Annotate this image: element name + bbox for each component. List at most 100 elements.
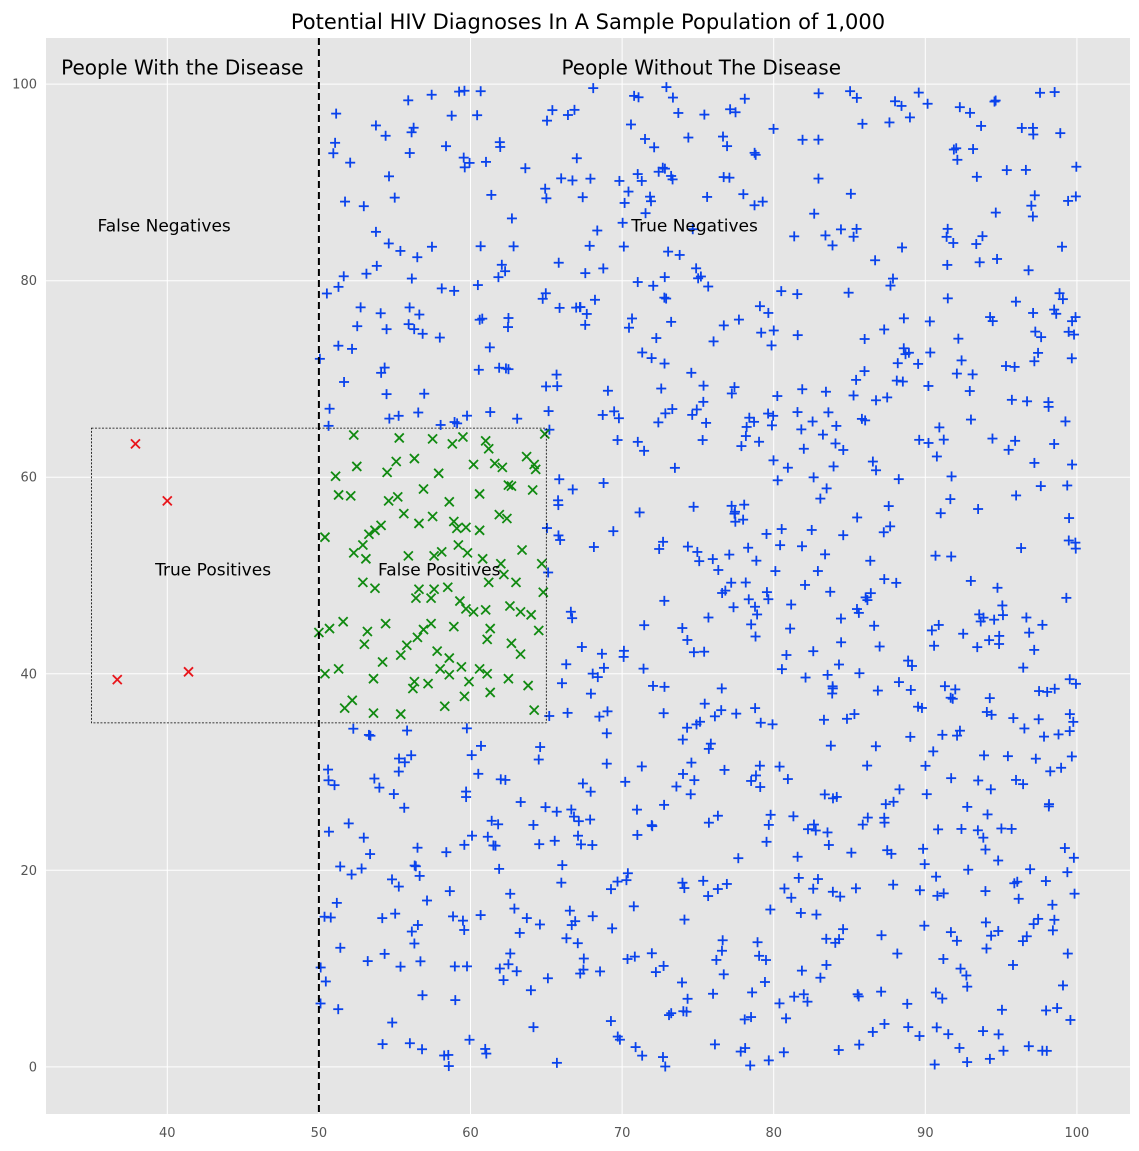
data-point-plus xyxy=(553,530,564,541)
data-point-false-positive xyxy=(432,646,443,657)
data-point-false-positive xyxy=(510,577,522,588)
data-point-plus xyxy=(865,588,876,599)
data-point-plus xyxy=(750,601,761,612)
data-point-plus xyxy=(1062,867,1073,878)
data-point-plus xyxy=(1047,899,1058,910)
data-point-plus xyxy=(1063,535,1074,546)
data-point-plus xyxy=(601,728,612,739)
data-point-plus xyxy=(1007,959,1018,970)
annotation-people-without: People Without The Disease xyxy=(561,55,841,79)
data-point-plus xyxy=(770,566,781,577)
data-point-plus xyxy=(785,623,796,634)
data-point-false-positive xyxy=(539,428,550,440)
data-point-plus xyxy=(480,1043,491,1054)
data-point-plus xyxy=(768,410,779,421)
data-point-plus xyxy=(686,757,697,768)
data-point-plus xyxy=(941,231,952,242)
data-point-false-positive xyxy=(436,546,447,558)
data-point-false-positive xyxy=(448,621,459,632)
data-point-plus xyxy=(636,761,647,772)
data-point-plus xyxy=(686,367,697,378)
data-point-plus xyxy=(417,328,428,339)
data-point-plus xyxy=(1030,326,1041,337)
data-point-false-positive xyxy=(413,518,425,529)
data-point-false-positive xyxy=(383,495,394,506)
data-point-plus xyxy=(924,316,935,327)
data-point-plus xyxy=(933,824,944,835)
data-point-plus xyxy=(946,471,957,482)
data-point-plus xyxy=(1064,674,1075,685)
data-point-plus xyxy=(434,332,445,343)
data-point-plus xyxy=(815,493,826,504)
data-point-plus xyxy=(554,302,565,313)
data-point-plus xyxy=(867,456,878,467)
data-point-plus xyxy=(399,757,410,768)
data-point-plus xyxy=(682,722,693,733)
data-point-plus xyxy=(750,770,761,781)
data-point-plus xyxy=(637,347,648,358)
data-point-plus xyxy=(919,859,930,870)
data-point-plus xyxy=(831,420,842,431)
data-point-plus xyxy=(653,166,664,177)
data-point-plus xyxy=(1049,683,1060,694)
data-point-plus xyxy=(733,853,744,864)
data-point-plus xyxy=(1023,265,1034,276)
data-point-plus xyxy=(466,750,477,761)
data-point-plus xyxy=(808,646,819,657)
data-point-plus xyxy=(542,115,553,126)
data-point-plus xyxy=(726,577,737,588)
data-point-plus xyxy=(845,86,856,97)
data-point-plus xyxy=(760,955,771,966)
data-point-plus xyxy=(905,684,916,695)
data-point-plus xyxy=(640,208,651,219)
data-point-plus xyxy=(862,595,873,606)
data-point-plus xyxy=(800,579,811,590)
data-point-plus xyxy=(347,343,358,354)
data-point-plus xyxy=(942,223,953,234)
data-point-plus xyxy=(333,281,344,292)
data-point-plus xyxy=(717,587,728,598)
data-point-plus xyxy=(646,948,657,959)
data-point-plus xyxy=(903,347,914,358)
data-point-plus xyxy=(906,660,917,671)
data-point-plus xyxy=(374,782,385,793)
data-point-plus xyxy=(623,322,634,333)
data-point-plus xyxy=(926,625,937,636)
y-tick-label: 40 xyxy=(20,667,37,682)
data-point-plus xyxy=(862,760,873,771)
data-point-plus xyxy=(1034,686,1045,697)
annotation-false-positives: False Positives xyxy=(378,561,501,581)
data-point-plus xyxy=(776,664,787,675)
data-point-plus xyxy=(1020,164,1031,175)
data-point-plus xyxy=(745,1060,756,1071)
data-point-plus xyxy=(945,692,956,703)
data-point-plus xyxy=(339,376,350,387)
data-point-plus xyxy=(768,455,779,466)
data-point-plus xyxy=(808,883,819,894)
data-point-plus xyxy=(845,188,856,199)
data-point-plus xyxy=(659,358,670,369)
data-point-plus xyxy=(484,342,495,353)
data-point-plus xyxy=(659,681,670,692)
data-point-plus xyxy=(1044,799,1055,810)
data-point-plus xyxy=(692,546,703,557)
data-point-plus xyxy=(986,930,997,941)
data-point-plus xyxy=(849,709,860,720)
data-point-plus xyxy=(905,731,916,742)
data-point-plus xyxy=(448,911,459,922)
data-point-plus xyxy=(892,358,903,369)
data-point-plus xyxy=(464,157,475,168)
data-point-plus xyxy=(716,945,727,956)
data-point-plus xyxy=(623,186,634,197)
data-point-plus xyxy=(494,963,505,974)
data-point-plus xyxy=(817,429,828,440)
data-point-plus xyxy=(331,108,342,119)
data-point-plus xyxy=(566,804,577,815)
data-point-plus xyxy=(682,993,693,1004)
data-point-plus xyxy=(315,998,326,1009)
data-point-plus xyxy=(412,252,423,263)
data-point-plus xyxy=(749,147,760,158)
data-point-plus xyxy=(485,407,496,418)
data-point-plus xyxy=(659,272,670,283)
data-point-plus xyxy=(962,801,973,812)
